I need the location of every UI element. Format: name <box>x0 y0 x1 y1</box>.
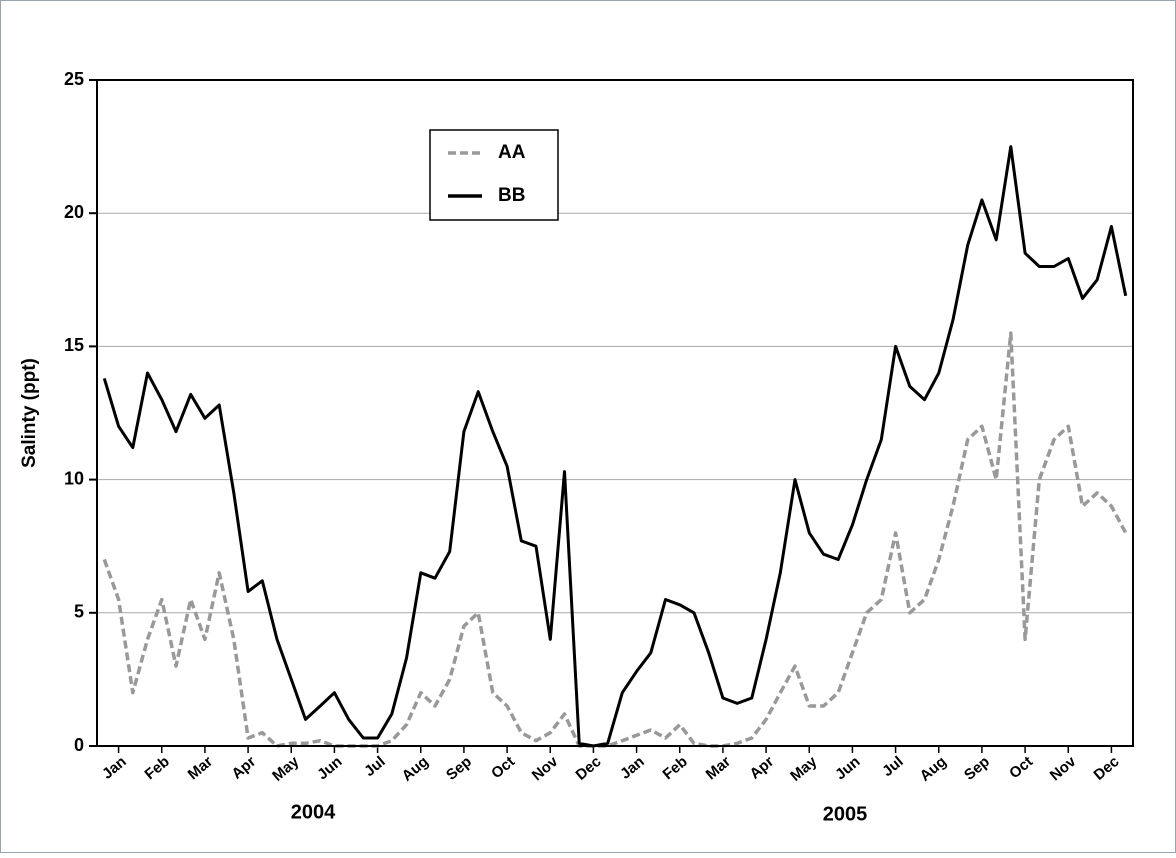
year-label: 2005 <box>823 803 868 825</box>
legend-box <box>429 129 559 221</box>
series-line <box>102 145 1128 748</box>
legend-label: BB <box>498 185 525 206</box>
y-tick-label: 15 <box>64 335 84 355</box>
legend-label: AA <box>498 142 526 163</box>
plot-frame <box>96 79 1134 747</box>
series-line <box>102 331 1128 748</box>
y-tick-label: 25 <box>64 69 84 89</box>
year-label: 2004 <box>291 801 336 823</box>
y-axis-label: Salinty (ppt) <box>19 358 40 468</box>
y-tick-label: 20 <box>64 202 84 222</box>
y-tick-label: 5 <box>74 602 84 622</box>
y-tick-label: 10 <box>64 468 84 488</box>
y-tick-label: 0 <box>74 735 84 755</box>
